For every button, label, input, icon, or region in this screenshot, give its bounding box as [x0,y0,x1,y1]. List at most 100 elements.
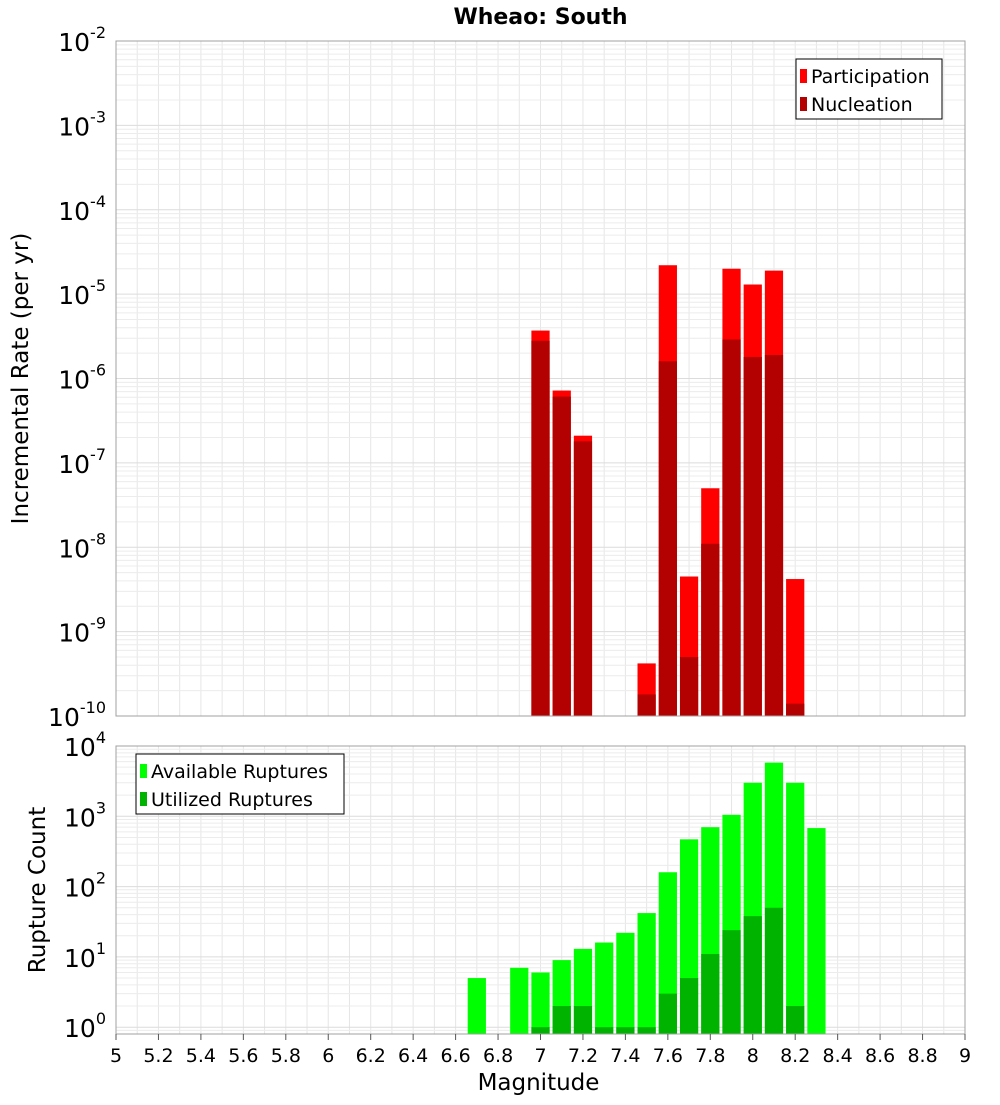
y-tick-label: 10-5 [58,276,106,310]
y-tick-exponent: -8 [90,529,106,548]
bar-primary [616,932,635,1034]
legend-box [795,58,943,120]
bar-primary [531,972,550,1034]
bar-secondary [743,356,762,716]
y-tick-exponent: -9 [90,614,106,633]
bar-secondary [658,361,677,716]
y-tick-exponent: 3 [96,798,106,817]
bar-secondary [701,953,720,1034]
y-tick-label: 10-2 [58,23,106,57]
x-tick-label: 7 [534,1045,546,1067]
y-axis-label: Incremental Rate (per yr) [8,233,34,525]
bar-secondary [552,396,571,716]
x-tick-label: 7.4 [610,1045,640,1067]
legend-swatch [800,97,807,111]
x-tick-label: 6 [322,1045,334,1067]
y-tick-exponent: 0 [96,1009,106,1028]
y-tick-label: 101 [64,939,106,973]
legend-box [135,753,345,815]
x-tick-label: 9 [959,1045,971,1067]
legend-swatch [140,764,147,778]
y-tick-base: 10 [48,703,80,732]
legend-label: Available Ruptures [151,761,328,783]
y-tick-exponent: 1 [96,939,106,958]
bar-secondary [764,354,784,716]
x-tick-label: 5.4 [186,1045,216,1067]
y-tick-label: 104 [64,728,106,762]
bar-primary [786,579,805,716]
y-tick-exponent: 2 [96,869,106,888]
y-tick-base: 10 [58,197,90,226]
bar-secondary [786,703,805,716]
bar-primary [807,828,826,1034]
x-tick-label: 6.6 [440,1045,470,1067]
y-tick-label: 102 [64,869,106,903]
y-tick-base: 10 [58,28,90,57]
y-tick-base: 10 [64,803,96,832]
x-tick-label: 8.4 [823,1045,853,1067]
y-tick-exponent: -4 [90,192,106,211]
x-tick-label: 5 [110,1045,122,1067]
bar-secondary [658,993,677,1034]
legend-label: Nucleation [811,94,913,116]
y-tick-base: 10 [58,619,90,648]
x-tick-label: 7.2 [568,1045,598,1067]
y-axis-label: Rupture Count [25,807,51,973]
y-tick-label: 10-8 [58,529,106,563]
bar-secondary [531,340,550,716]
bar-primary [637,913,656,1034]
x-tick-label: 5.2 [143,1045,173,1067]
y-tick-label: 10-10 [48,698,106,732]
legend-swatch [800,69,807,83]
x-tick-label: 5.6 [228,1045,258,1067]
bar-secondary [573,1006,593,1034]
bar-secondary [722,930,741,1034]
bar-secondary [573,441,593,716]
x-tick-label: 6.4 [398,1045,428,1067]
x-axis-label: Magnitude [478,1070,600,1096]
x-tick-label: 8.8 [907,1045,937,1067]
bar-primary [786,782,805,1034]
bar-primary [510,967,529,1034]
y-tick-base: 10 [58,281,90,310]
y-tick-label: 10-6 [58,361,106,395]
legend-label: Utilized Ruptures [151,789,313,811]
y-tick-exponent: -5 [90,276,106,295]
top-panel: 10-1010-910-810-710-610-510-410-310-2Inc… [8,5,966,732]
bar-secondary [786,1006,805,1034]
legend-swatch [140,792,147,806]
bar-secondary [637,694,656,716]
y-tick-label: 10-7 [58,445,106,479]
legend-label: Participation [811,66,930,88]
bar-secondary [743,916,762,1034]
y-tick-base: 10 [58,534,90,563]
x-tick-label: 8.6 [865,1045,895,1067]
x-tick-label: 6.2 [356,1045,386,1067]
bar-primary [467,978,486,1034]
x-tick-label: 8 [747,1045,759,1067]
x-tick-label: 7.6 [653,1045,683,1067]
y-tick-base: 10 [64,944,96,973]
bar-secondary [616,1027,635,1034]
y-tick-base: 10 [64,874,96,903]
y-tick-exponent: -3 [90,107,106,126]
y-tick-base: 10 [58,366,90,395]
bar-secondary [701,543,720,716]
y-tick-exponent: -6 [90,361,106,380]
x-tick-label: 8.2 [780,1045,810,1067]
y-tick-exponent: -10 [80,698,106,717]
y-tick-base: 10 [64,733,96,762]
x-tick-label: 6.8 [483,1045,513,1067]
bar-secondary [679,657,699,716]
y-tick-exponent: -7 [90,445,106,464]
y-tick-label: 100 [64,1009,106,1043]
bar-secondary [531,1027,550,1034]
x-tick-label: 7.8 [695,1045,725,1067]
plot-border [115,40,966,717]
y-tick-label: 103 [64,798,106,832]
y-tick-exponent: -2 [90,23,106,42]
chart-title: Wheao: South [453,5,627,30]
